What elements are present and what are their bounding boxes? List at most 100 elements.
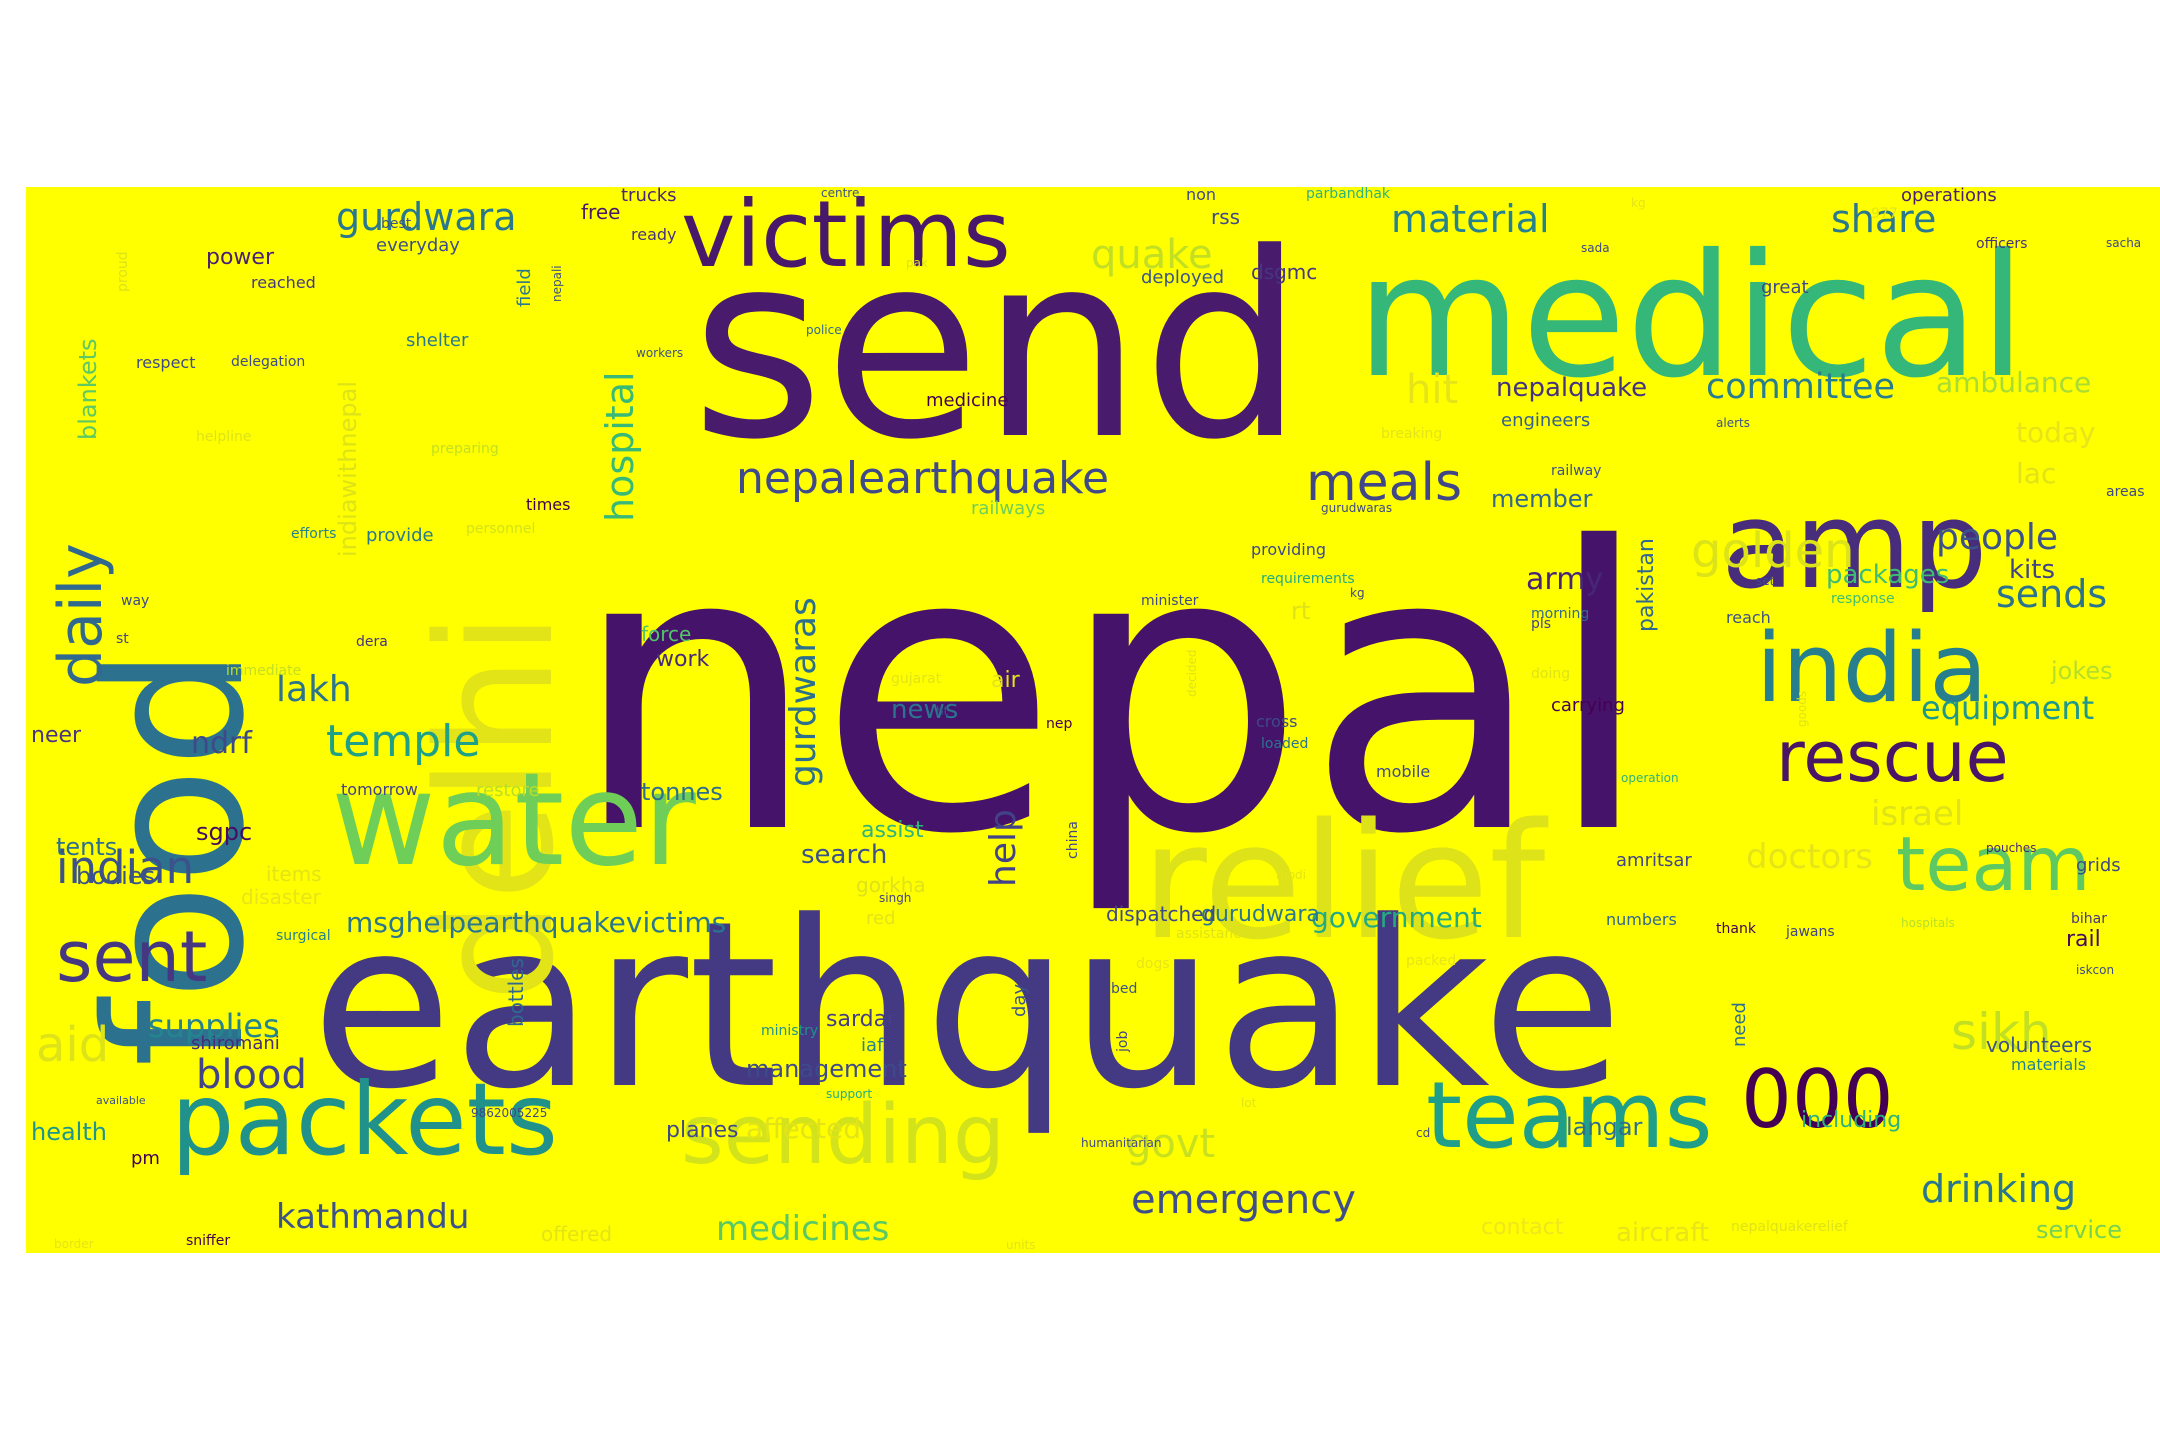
cloud-word: amritsar [1616, 850, 1692, 871]
cloud-word: modi [1276, 868, 1306, 882]
cloud-word: response [1831, 591, 1895, 607]
cloud-word: msghelpearthquakevictims [346, 906, 727, 939]
cloud-word: ndrf [191, 726, 252, 761]
cloud-word: nepalquakerelief [1731, 1219, 1848, 1235]
cloud-word: cross [1256, 712, 1298, 731]
cloud-word: grids [2076, 855, 2121, 876]
cloud-word: team [1896, 820, 2091, 908]
cloud-word: send [691, 199, 1305, 496]
cloud-word: proud [115, 251, 131, 292]
cloud-word: efforts [291, 526, 337, 542]
cloud-word: ministry [761, 1023, 819, 1039]
cloud-word: engineers [1501, 410, 1591, 431]
cloud-word: personnel [466, 521, 536, 537]
cloud-word: reach [1726, 608, 1771, 627]
cloud-word: gurdwaras [783, 597, 824, 787]
cloud-word: offered [541, 1222, 613, 1246]
cloud-word: day [1009, 983, 1030, 1017]
cloud-word: 9862005225 [471, 1106, 548, 1120]
cloud-word: blankets [74, 338, 102, 440]
cloud-word: bed [1111, 981, 1138, 997]
cloud-word: surgical [276, 928, 331, 944]
cloud-word: minister [1141, 593, 1199, 609]
cloud-word: numbers [1606, 910, 1677, 929]
cloud-word: units [1006, 1238, 1036, 1252]
cloud-word: everyday [376, 235, 460, 256]
cloud-word: material [1391, 197, 1550, 241]
cloud-word: deployed [1141, 267, 1225, 288]
cloud-word: packed [1406, 953, 1457, 969]
cloud-word: medical [1356, 218, 2027, 416]
word-cloud: nepal earthquake send medical food relief delh… [26, 187, 2160, 1253]
cloud-word: news [891, 695, 959, 725]
cloud-word: thank [1716, 921, 1756, 937]
cloud-word: planes [666, 1118, 739, 1143]
cloud-word: doing [1531, 666, 1571, 682]
cloud-word: gurdwara [336, 195, 517, 239]
cloud-word: pls [1531, 616, 1552, 632]
cloud-word: sgpc [196, 818, 253, 846]
cloud-word: committee [1706, 367, 1896, 407]
cloud-word: set [1756, 574, 1775, 588]
cloud-word: india [1756, 614, 1988, 724]
cloud-word: ready [631, 225, 677, 244]
cloud-word: centre [821, 187, 860, 200]
cloud-word: assistance [1176, 926, 1250, 942]
cloud-word: operations [1901, 187, 1997, 206]
cloud-word: gujarat [891, 671, 942, 687]
cloud-word: times [526, 495, 571, 514]
cloud-word: ambulance [1936, 366, 2092, 399]
cloud-word: operation [1621, 771, 1679, 785]
cloud-word: medicine [926, 390, 1009, 411]
cloud-word: way [121, 593, 150, 609]
cloud-word: officers [1976, 236, 2028, 252]
cloud-word: job [1115, 1030, 1131, 1052]
cloud-word: workers [636, 346, 684, 360]
cloud-word: dogs [1136, 956, 1170, 972]
cloud-word: temple [326, 716, 481, 767]
cloud-word: trucks [621, 187, 677, 206]
cloud-word: nepal [571, 465, 1654, 919]
cloud-word: earthquake [311, 873, 1624, 1140]
cloud-word: including [1801, 1108, 1902, 1133]
cloud-word: humanitarian [1081, 1136, 1162, 1150]
cloud-word: immediate [226, 663, 302, 679]
cloud-word: disaster [241, 885, 321, 909]
cloud-word: aid [36, 1017, 110, 1073]
cloud-word: air [991, 668, 1020, 693]
cloud-word: areas [2106, 484, 2145, 500]
cloud-word: sent [56, 916, 208, 998]
cloud-word: amp [1721, 477, 1988, 616]
cloud-word: nepalearthquake [736, 453, 1110, 504]
cloud-word: govt [1126, 1121, 1216, 1167]
cloud-word: packages [1826, 560, 1950, 590]
cloud-word: sardar [826, 1007, 897, 1032]
cloud-word: preparing [431, 441, 499, 457]
cloud-word: indian [56, 841, 195, 894]
cloud-word: sniffer [186, 1233, 231, 1249]
cloud-word: reached [251, 273, 316, 292]
cloud-word: alerts [1716, 416, 1750, 430]
cloud-word: jokes [2051, 657, 2113, 685]
cloud-word: water [331, 746, 696, 895]
cloud-word: teams [1426, 1062, 1713, 1169]
cloud-word: sada [1581, 241, 1610, 255]
cloud-word: quake [1091, 232, 1213, 278]
cloud-word: helpline [196, 429, 252, 445]
cloud-word: dera [356, 634, 388, 650]
cloud-word: search [801, 840, 888, 870]
cloud-word: victims [681, 187, 1011, 288]
cloud-word: sends [1996, 572, 2108, 616]
cloud-word: materials [2011, 1055, 2087, 1074]
cloud-word: morning [1531, 606, 1590, 622]
cloud-word: assist [861, 818, 924, 843]
cloud-word: 977 [1871, 206, 1898, 222]
cloud-word: bottles [504, 958, 528, 1027]
cloud-word: pak [906, 256, 928, 270]
cloud-word: relief [1141, 788, 1546, 975]
cloud-word: equipment [1921, 689, 2095, 727]
cloud-word: police [806, 323, 842, 337]
cloud-word: need [1729, 1002, 1750, 1047]
cloud-word: loaded [1261, 736, 1309, 752]
cloud-word: nep [1046, 716, 1073, 732]
